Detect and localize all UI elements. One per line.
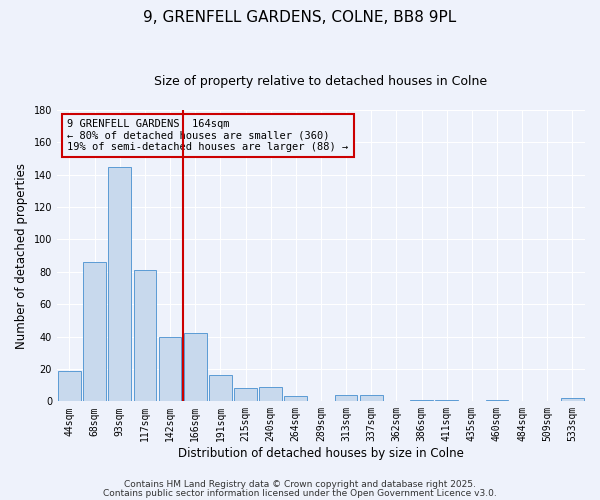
- Title: Size of property relative to detached houses in Colne: Size of property relative to detached ho…: [154, 75, 488, 88]
- Y-axis label: Number of detached properties: Number of detached properties: [15, 162, 28, 348]
- Bar: [284, 396, 307, 402]
- Bar: [184, 334, 206, 402]
- Text: Contains HM Land Registry data © Crown copyright and database right 2025.: Contains HM Land Registry data © Crown c…: [124, 480, 476, 489]
- Bar: [360, 395, 383, 402]
- X-axis label: Distribution of detached houses by size in Colne: Distribution of detached houses by size …: [178, 447, 464, 460]
- Text: Contains public sector information licensed under the Open Government Licence v3: Contains public sector information licen…: [103, 488, 497, 498]
- Bar: [259, 387, 282, 402]
- Bar: [209, 376, 232, 402]
- Bar: [485, 400, 508, 402]
- Text: 9 GRENFELL GARDENS: 164sqm
← 80% of detached houses are smaller (360)
19% of sem: 9 GRENFELL GARDENS: 164sqm ← 80% of deta…: [67, 118, 349, 152]
- Bar: [134, 270, 156, 402]
- Text: 9, GRENFELL GARDENS, COLNE, BB8 9PL: 9, GRENFELL GARDENS, COLNE, BB8 9PL: [143, 10, 457, 25]
- Bar: [561, 398, 584, 402]
- Bar: [109, 166, 131, 402]
- Bar: [83, 262, 106, 402]
- Bar: [335, 395, 358, 402]
- Bar: [410, 400, 433, 402]
- Bar: [159, 336, 181, 402]
- Bar: [58, 370, 81, 402]
- Bar: [234, 388, 257, 402]
- Bar: [436, 400, 458, 402]
